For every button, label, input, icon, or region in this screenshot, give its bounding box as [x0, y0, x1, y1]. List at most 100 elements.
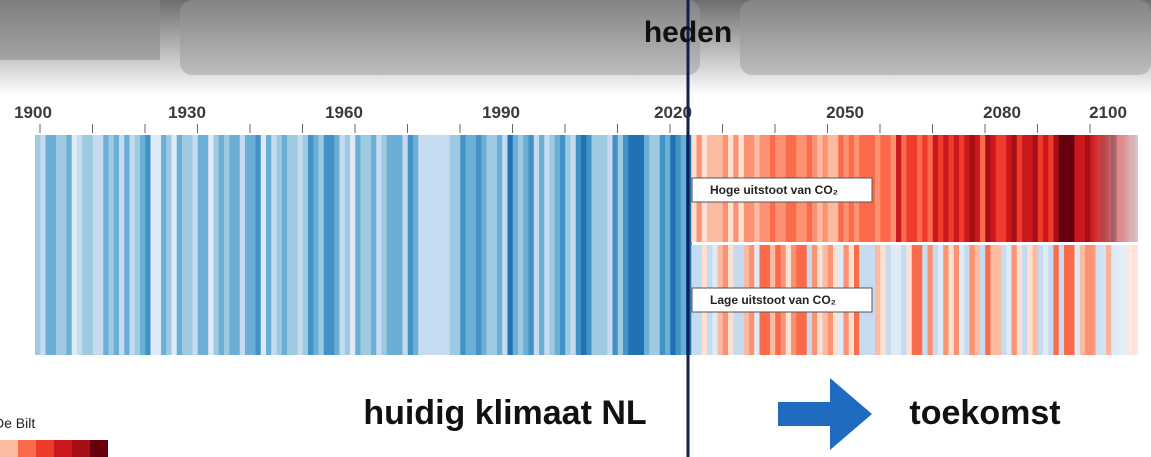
background-card [0, 0, 160, 60]
stripe [639, 135, 645, 355]
stripe [345, 135, 351, 355]
stripe [886, 135, 892, 242]
stripe [460, 135, 466, 355]
stripe [40, 135, 46, 355]
stripe [544, 135, 550, 355]
stripe [303, 135, 309, 355]
stripe [518, 135, 524, 355]
scenario-label: Hoge uitstoot van CO₂ [692, 178, 872, 202]
stripe [1054, 135, 1060, 242]
label-text: Hoge uitstoot van CO₂ [710, 183, 838, 197]
stripe [901, 245, 907, 355]
stripe [565, 135, 571, 355]
stripe [508, 135, 514, 355]
now-label: heden [644, 16, 732, 49]
stripe [424, 135, 430, 355]
stripe [534, 135, 540, 355]
stripe [292, 135, 298, 355]
stripe [571, 135, 577, 355]
stripe [1085, 245, 1091, 355]
stripe [156, 135, 162, 355]
stripe [1048, 245, 1054, 355]
stripe [644, 135, 650, 355]
stripe [954, 135, 960, 242]
stripe [72, 135, 78, 355]
stripe [901, 135, 907, 242]
stripe [1022, 245, 1028, 355]
stripe [308, 135, 314, 355]
stripe [880, 135, 886, 242]
stripe [623, 135, 629, 355]
stripe [166, 135, 172, 355]
fade [1090, 135, 1151, 355]
stripe [996, 135, 1002, 242]
stripe [1012, 135, 1018, 242]
stripe [56, 135, 62, 355]
stripe [403, 135, 409, 355]
stripe [476, 135, 482, 355]
stripe [891, 135, 897, 242]
stripe [660, 135, 666, 355]
stripe [350, 135, 356, 355]
stripe [366, 135, 372, 355]
stripe [943, 245, 949, 355]
stripe [397, 135, 403, 355]
stripe [907, 135, 913, 242]
stripe [334, 135, 340, 355]
stripe [439, 135, 445, 355]
stripe [970, 135, 976, 242]
stripe [387, 135, 393, 355]
stripe [135, 135, 141, 355]
stripe [497, 135, 503, 355]
stripe [329, 135, 335, 355]
stripe [429, 135, 435, 355]
stripe [550, 135, 556, 355]
stripe [618, 135, 624, 355]
stripe [182, 135, 188, 355]
stripe [634, 135, 640, 355]
stripe [676, 135, 682, 355]
year-label: 2050 [826, 103, 864, 122]
stripes-infographic: 19001930196019902020205020802100 Hoge ui… [0, 0, 1151, 457]
stripe [245, 135, 251, 355]
stripe [907, 245, 913, 355]
stripe [1064, 245, 1070, 355]
stripe [140, 135, 146, 355]
stripe [413, 135, 419, 355]
stripes [35, 135, 1138, 355]
legend-swatch [54, 440, 72, 457]
stripe [649, 135, 655, 355]
stripe [466, 135, 472, 355]
stripe [161, 135, 167, 355]
stripe [917, 135, 923, 242]
stripe [602, 135, 608, 355]
stripe [1069, 135, 1075, 242]
stripe [376, 135, 382, 355]
stripe [555, 135, 561, 355]
stripe [539, 135, 545, 355]
stripe [282, 135, 288, 355]
stripe [382, 135, 388, 355]
stripe [77, 135, 83, 355]
stripe [938, 135, 944, 242]
stripe [938, 245, 944, 355]
stripe [35, 135, 41, 355]
stripe [487, 135, 493, 355]
legend-swatch [18, 440, 36, 457]
stripe [933, 135, 939, 242]
legend-swatch [36, 440, 54, 457]
stripe [886, 245, 892, 355]
stripe [529, 135, 535, 355]
stripe [46, 135, 52, 355]
stripe [1027, 245, 1033, 355]
stripe [1038, 245, 1044, 355]
stripe [949, 245, 955, 355]
stripe [492, 135, 498, 355]
stripe [319, 135, 325, 355]
stripe [361, 135, 367, 355]
stripe [523, 135, 529, 355]
stripe [1080, 245, 1086, 355]
stripe [103, 135, 109, 355]
stripe [1043, 135, 1049, 242]
